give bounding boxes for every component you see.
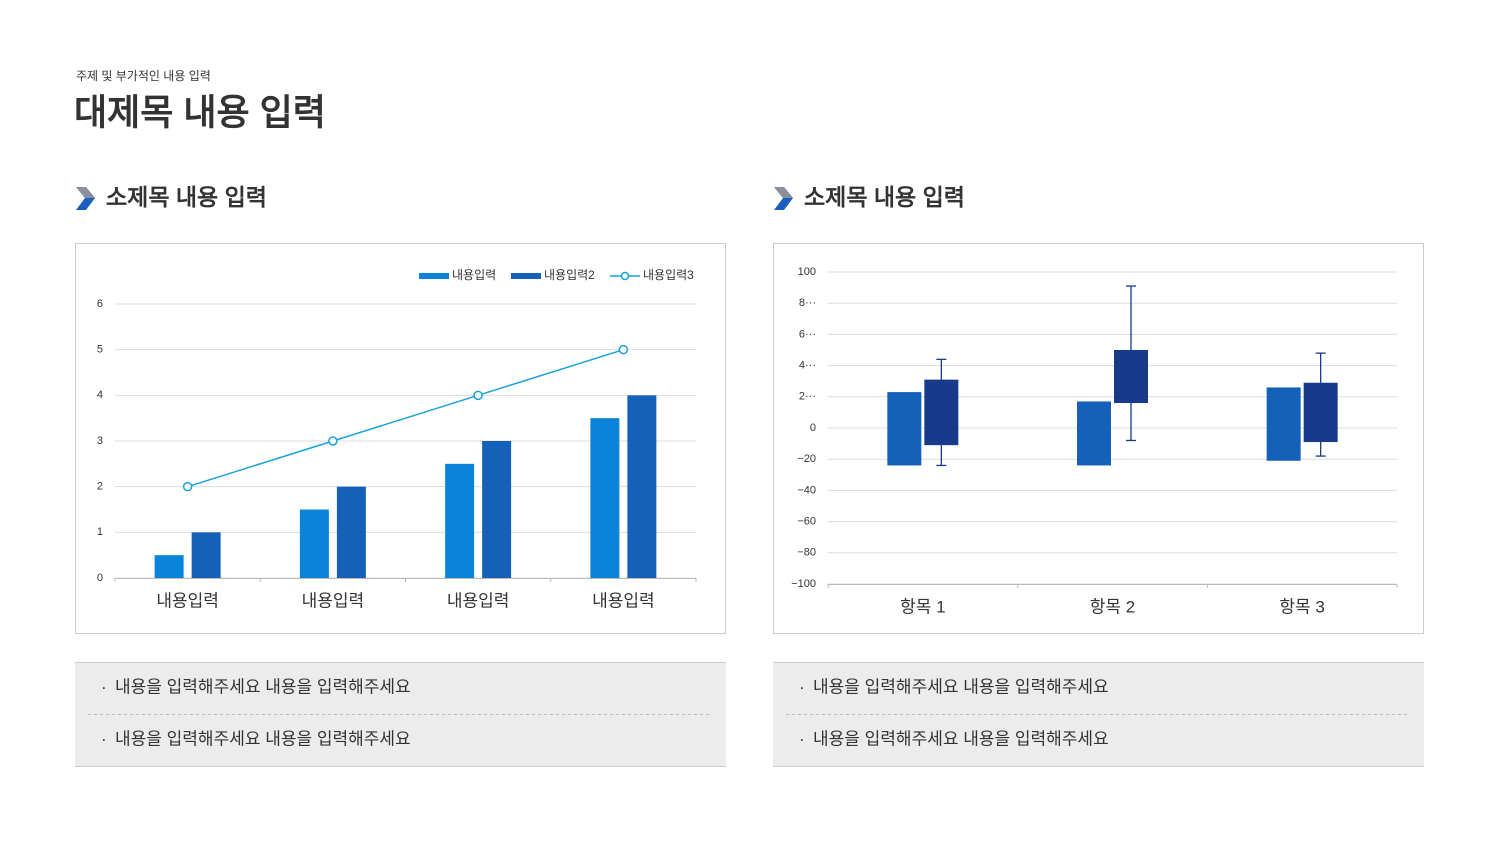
point	[618, 344, 629, 355]
x-tick-label: 항목 3	[1279, 597, 1324, 616]
chevron	[76, 187, 95, 198]
range-bar	[1114, 350, 1148, 404]
legend-swatch	[419, 273, 449, 279]
y-tick-label: 6···	[799, 328, 816, 340]
y-tick-label: 2···	[799, 391, 816, 403]
line	[187, 348, 624, 488]
title: 대제목 내용 입력	[74, 92, 326, 133]
x-tick-label: 내용입력	[592, 591, 655, 610]
y-tick-label: 100	[798, 266, 816, 278]
y-tick-label: −40	[797, 484, 816, 496]
legend-swatch	[620, 271, 630, 281]
y-tick-label: 3	[97, 435, 103, 447]
bullet-dot: ·	[799, 729, 805, 748]
range-bar	[924, 379, 959, 446]
bar	[299, 509, 329, 578]
point	[328, 436, 338, 446]
bar	[191, 532, 221, 578]
y-tick-label: −20	[797, 453, 816, 465]
heading: 소제목 내용 입력	[804, 184, 965, 210]
range-bar	[1303, 382, 1338, 443]
bar	[154, 555, 184, 578]
bullet-dot: ·	[101, 677, 107, 696]
x-tick-label: 내용입력	[447, 591, 510, 610]
range-bar	[887, 392, 922, 466]
heading: 소제목 내용 입력	[106, 184, 267, 210]
y-tick-label: −100	[791, 578, 816, 590]
y-tick-label: 4···	[799, 360, 816, 372]
legend-label: 내용입력3	[643, 268, 694, 282]
y-tick-label: −60	[797, 516, 816, 528]
y-tick-label: 1	[97, 526, 103, 538]
y-tick-label: 2	[97, 481, 103, 493]
bullet-dot: ·	[101, 729, 107, 748]
bullet: 내용을 입력해주세요 내용을 입력해주세요	[813, 729, 1109, 748]
y-tick-label: −80	[797, 547, 816, 559]
x-tick-label: 내용입력	[156, 591, 219, 610]
bullet: 내용을 입력해주세요 내용을 입력해주세요	[813, 677, 1109, 696]
range-bar	[1266, 387, 1301, 461]
x-tick-label: 내용입력	[302, 591, 365, 610]
bar	[445, 463, 475, 578]
bullet: 내용을 입력해주세요 내용을 입력해주세요	[115, 729, 411, 748]
range-bar	[1077, 401, 1111, 466]
bar	[482, 441, 512, 578]
y-tick-label: 4	[97, 389, 103, 401]
y-tick-label: 8···	[799, 297, 816, 309]
y-tick-label: 6	[97, 298, 103, 310]
y-tick-label: 0	[97, 572, 103, 584]
legend-label: 내용입력	[452, 268, 496, 282]
x-tick-label: 항목 1	[900, 597, 945, 616]
legend-label: 내용입력2	[544, 268, 595, 282]
point	[473, 390, 483, 401]
bar	[590, 418, 620, 578]
chevron	[774, 187, 793, 198]
point	[182, 481, 193, 492]
bar	[627, 395, 657, 578]
bullet: 내용을 입력해주세요 내용을 입력해주세요	[115, 677, 411, 696]
y-tick-label: 5	[97, 344, 103, 356]
y-tick-label: 0	[810, 422, 816, 434]
subtitle: 주제 및 부가적인 내용 입력	[76, 69, 211, 83]
legend-swatch	[511, 273, 541, 279]
x-tick-label: 항목 2	[1090, 597, 1135, 616]
bullet-dot: ·	[799, 677, 805, 696]
bar	[336, 486, 366, 578]
